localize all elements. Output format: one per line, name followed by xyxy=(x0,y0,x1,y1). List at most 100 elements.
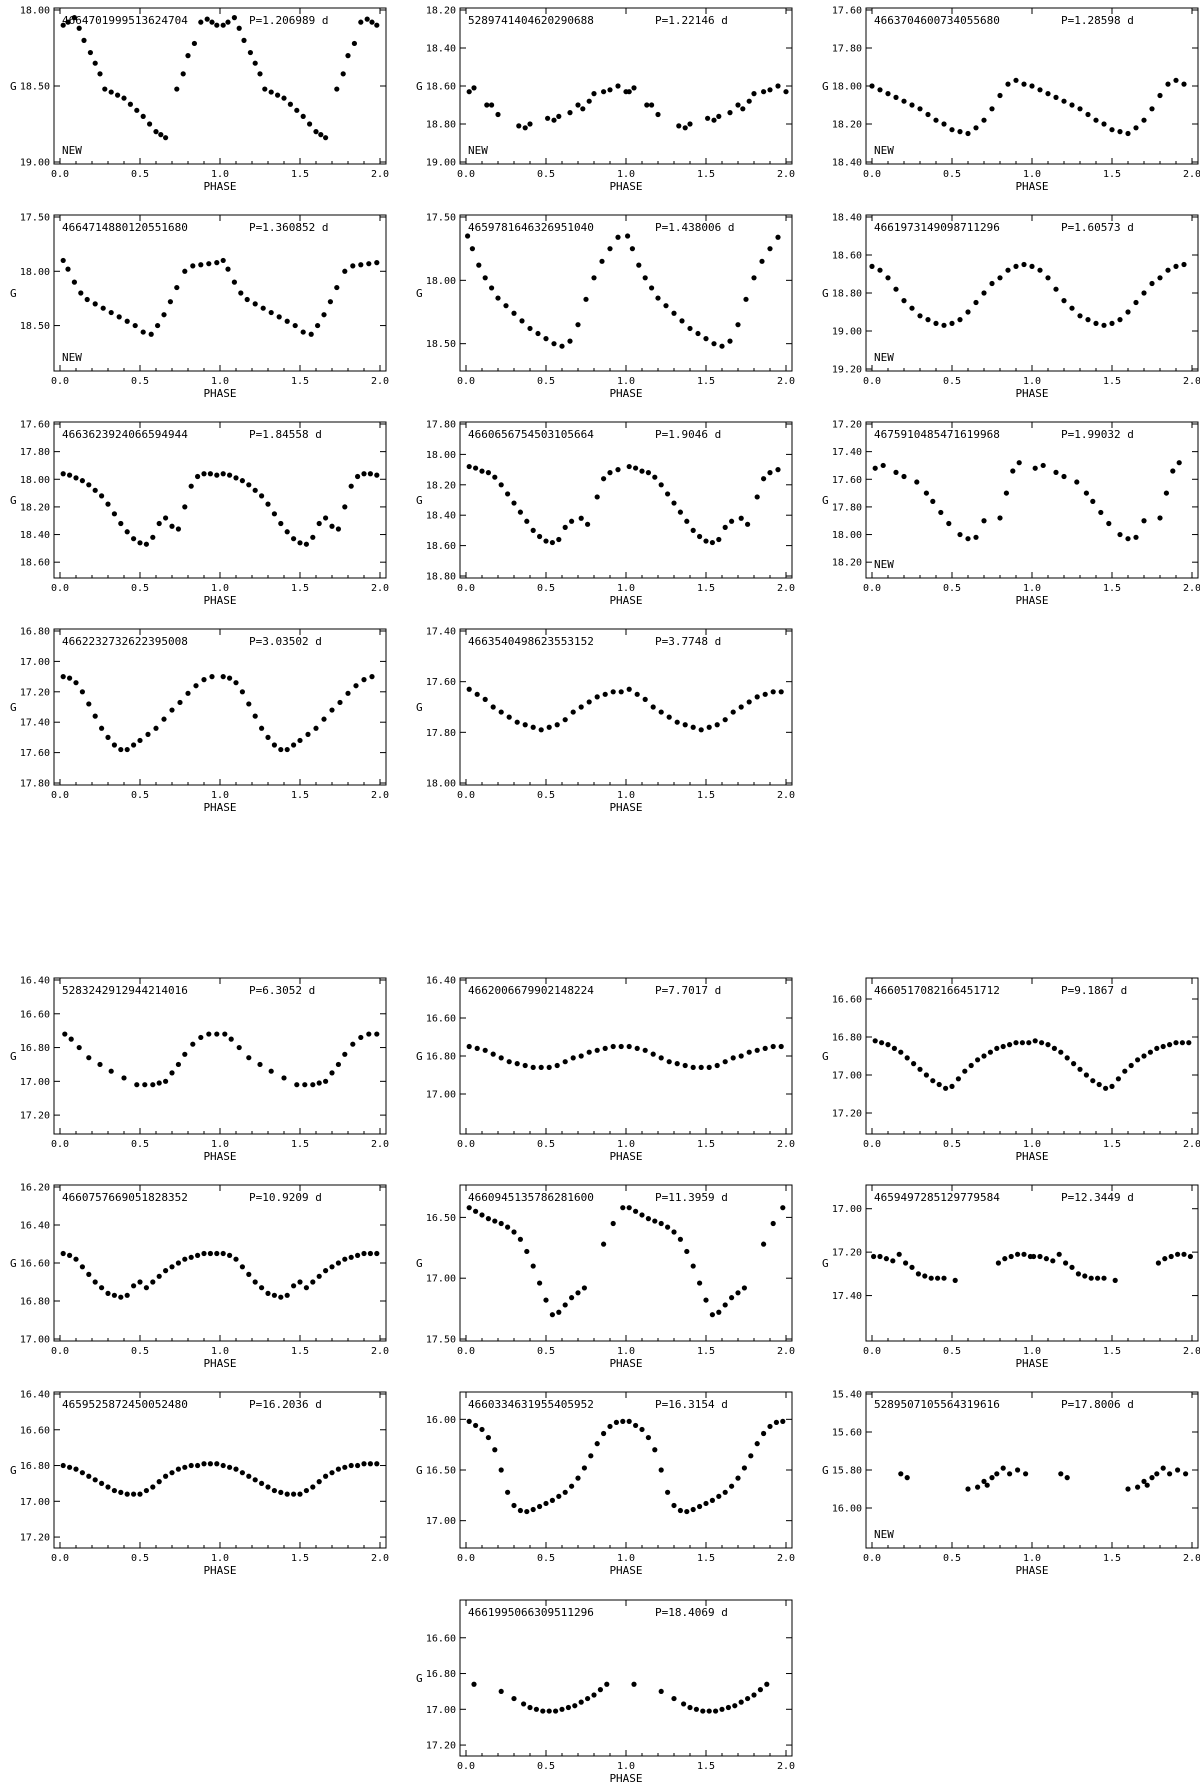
data-point xyxy=(955,1076,962,1082)
data-point xyxy=(150,534,156,540)
data-point xyxy=(367,1250,373,1257)
data-point xyxy=(81,37,87,44)
data-point xyxy=(1167,1471,1173,1477)
x-axis-label: PHASE xyxy=(1015,180,1048,193)
data-point xyxy=(591,275,597,281)
data-point xyxy=(92,1477,98,1483)
plot-frame xyxy=(865,1184,1199,1342)
period-label: P=1.9046 d xyxy=(655,428,721,441)
data-point xyxy=(938,509,944,516)
data-point xyxy=(495,111,501,118)
data-point xyxy=(893,94,899,100)
data-point xyxy=(99,1285,105,1291)
data-point xyxy=(323,515,329,521)
data-point xyxy=(559,343,565,349)
data-point xyxy=(652,1218,658,1224)
x-tick-label: 0.5 xyxy=(537,1761,555,1772)
data-point xyxy=(257,71,263,77)
data-point xyxy=(540,1708,546,1714)
data-point xyxy=(305,731,311,737)
light-curve-panel: 0.0 0.5 1.0 1.5 2.0 17.00 17.20 17.40 PHASE G 4659… xyxy=(822,1184,1200,1370)
x-tick-label: 2.0 xyxy=(1183,1346,1200,1357)
y-tick-label: 18.40 xyxy=(426,511,456,522)
data-point xyxy=(369,19,375,25)
data-point xyxy=(602,691,608,697)
data-point xyxy=(60,674,66,680)
data-point xyxy=(252,1279,258,1285)
new-flag-label: NEW xyxy=(62,144,82,157)
source-id-label: 4660656754503105664 xyxy=(468,428,594,441)
data-point xyxy=(92,487,98,493)
y-tick-label: 18.60 xyxy=(20,558,50,569)
data-point xyxy=(1045,1042,1051,1048)
data-point xyxy=(76,1044,82,1051)
x-tick-label: 0.5 xyxy=(943,583,961,594)
data-point xyxy=(265,734,271,741)
data-point xyxy=(578,704,584,710)
data-point xyxy=(1021,1251,1027,1257)
data-point xyxy=(498,1688,504,1695)
data-point xyxy=(355,473,361,480)
data-point xyxy=(923,490,930,496)
data-point xyxy=(1015,1251,1021,1257)
data-point xyxy=(674,1061,680,1067)
data-point xyxy=(374,472,380,478)
data-point xyxy=(613,1419,620,1425)
data-point xyxy=(60,471,66,477)
x-tick-label: 1.5 xyxy=(291,1346,309,1357)
data-point xyxy=(601,1430,607,1437)
data-point xyxy=(140,329,146,335)
y-tick-label: 18.20 xyxy=(426,480,456,491)
data-point xyxy=(220,471,226,477)
data-point xyxy=(111,742,117,748)
data-point xyxy=(1149,280,1155,287)
data-point xyxy=(287,101,293,107)
data-point xyxy=(922,1273,928,1279)
data-point xyxy=(1053,286,1059,292)
data-point xyxy=(877,87,883,93)
data-point xyxy=(367,471,373,477)
data-point xyxy=(163,1078,169,1084)
data-point xyxy=(86,1271,92,1277)
x-tick-label: 0.0 xyxy=(457,376,475,387)
x-axis-label: PHASE xyxy=(203,180,236,193)
data-point xyxy=(99,493,105,499)
data-point xyxy=(490,1051,496,1057)
x-tick-label: 1.5 xyxy=(1103,1139,1121,1150)
x-tick-label: 0.5 xyxy=(537,169,555,180)
data-point xyxy=(169,1264,175,1270)
y-axis-label: G xyxy=(416,1257,423,1270)
data-point xyxy=(195,473,201,480)
light-curve-panel: 0.0 0.5 1.0 1.5 2.0 15.40 15.60 15.80 16.00 PHASE… xyxy=(822,1390,1200,1578)
y-tick-label: 18.60 xyxy=(426,82,456,93)
x-tick-label: 0.5 xyxy=(131,583,149,594)
data-point xyxy=(1125,536,1131,542)
data-point xyxy=(514,719,520,725)
data-point xyxy=(594,1047,600,1053)
x-tick-label: 0.5 xyxy=(131,790,149,801)
data-point xyxy=(697,1280,703,1286)
data-point xyxy=(698,727,704,733)
data-point xyxy=(318,132,324,138)
data-point xyxy=(965,1486,971,1492)
y-tick-label: 15.60 xyxy=(832,1428,862,1439)
light-curve-panel: 0.0 0.5 1.0 1.5 2.0 16.00 16.50 17.00 PHASE G 4660… xyxy=(416,1391,795,1577)
y-tick-label: 18.40 xyxy=(426,44,456,55)
light-curve-panel: 0.0 0.5 1.0 1.5 2.0 16.60 16.80 17.00 17.20 PHASE… xyxy=(416,1599,795,1785)
data-point xyxy=(1154,1471,1160,1477)
y-tick-label: 17.50 xyxy=(426,213,456,224)
data-point xyxy=(220,22,226,28)
data-point xyxy=(639,1212,645,1218)
data-point xyxy=(1039,1040,1045,1046)
plot-frame xyxy=(53,421,387,579)
light-curve-panel: 0.0 0.5 1.0 1.5 2.0 18.20 18.40 18.60 18.80 19.00… xyxy=(416,6,795,194)
data-point xyxy=(684,1248,690,1255)
data-point xyxy=(618,689,624,695)
data-point xyxy=(767,246,773,252)
data-point xyxy=(167,299,173,305)
data-point xyxy=(700,1708,706,1714)
data-point xyxy=(73,1466,79,1472)
data-point xyxy=(1186,1040,1192,1046)
data-point xyxy=(185,53,191,59)
x-tick-label: 2.0 xyxy=(371,169,389,180)
